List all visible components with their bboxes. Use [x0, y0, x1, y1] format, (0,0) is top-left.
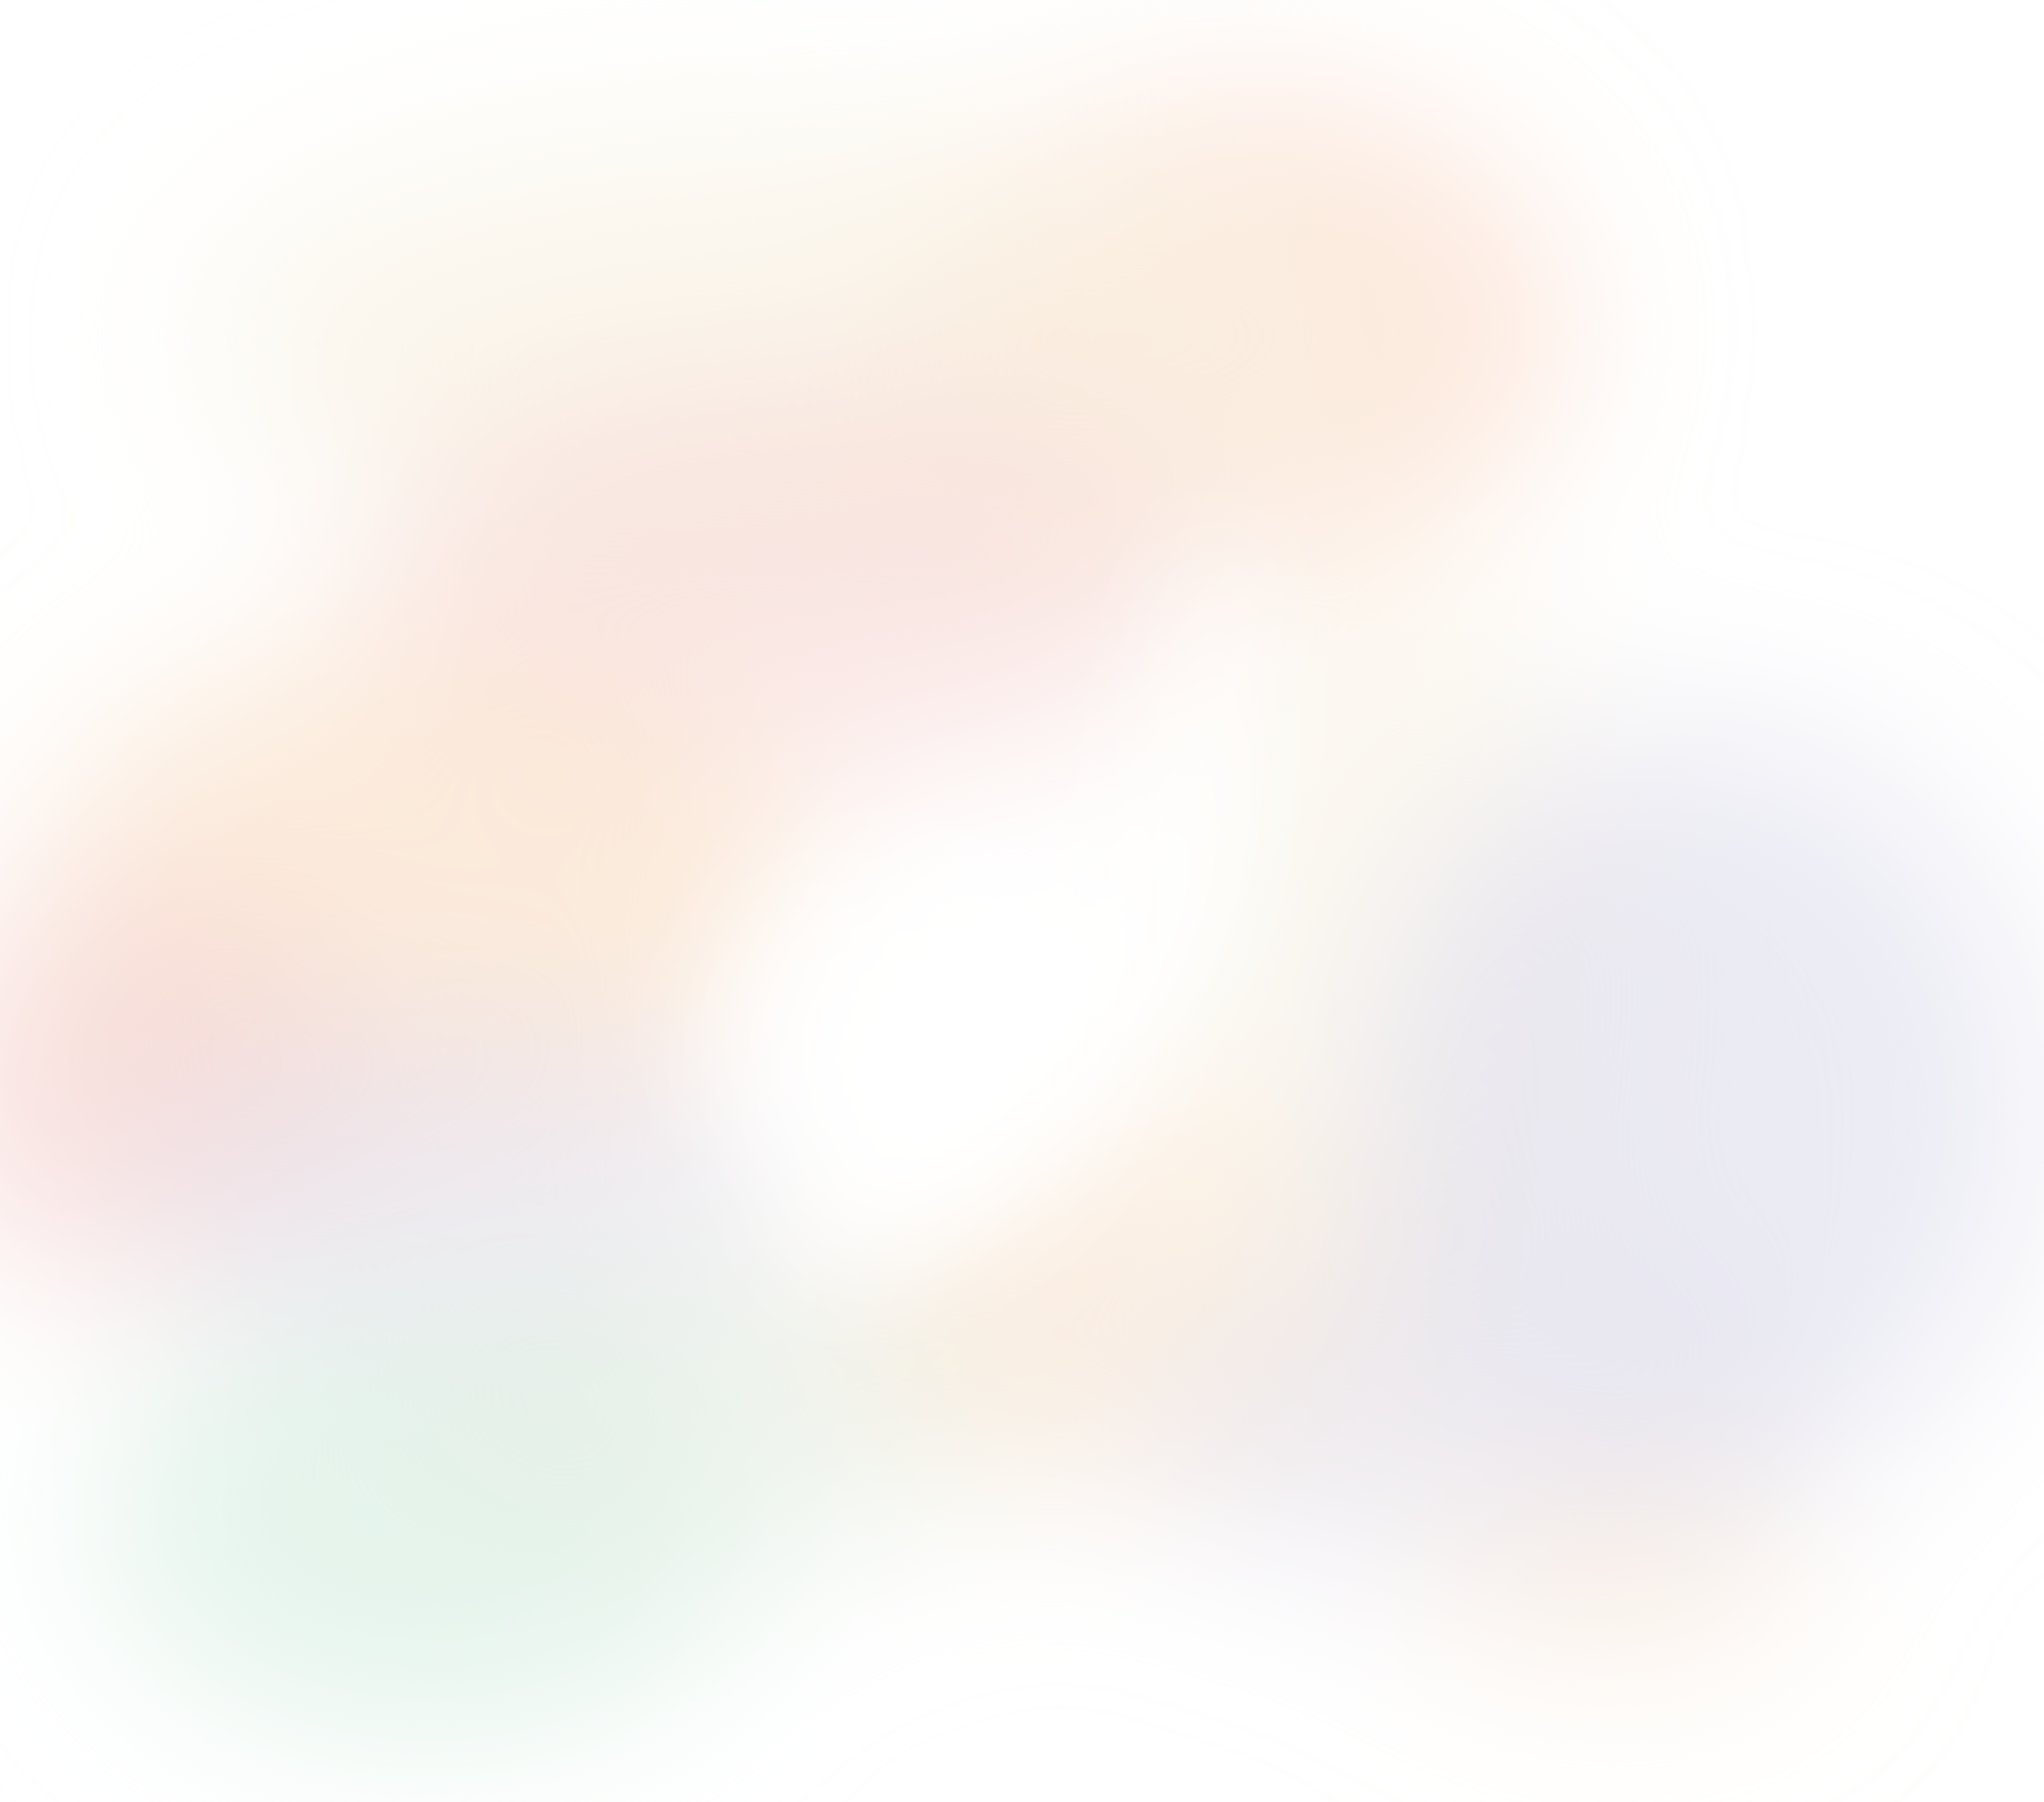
white-core [719, 868, 1118, 1207]
apricot-blob-bottom-right [1417, 1467, 1816, 1686]
